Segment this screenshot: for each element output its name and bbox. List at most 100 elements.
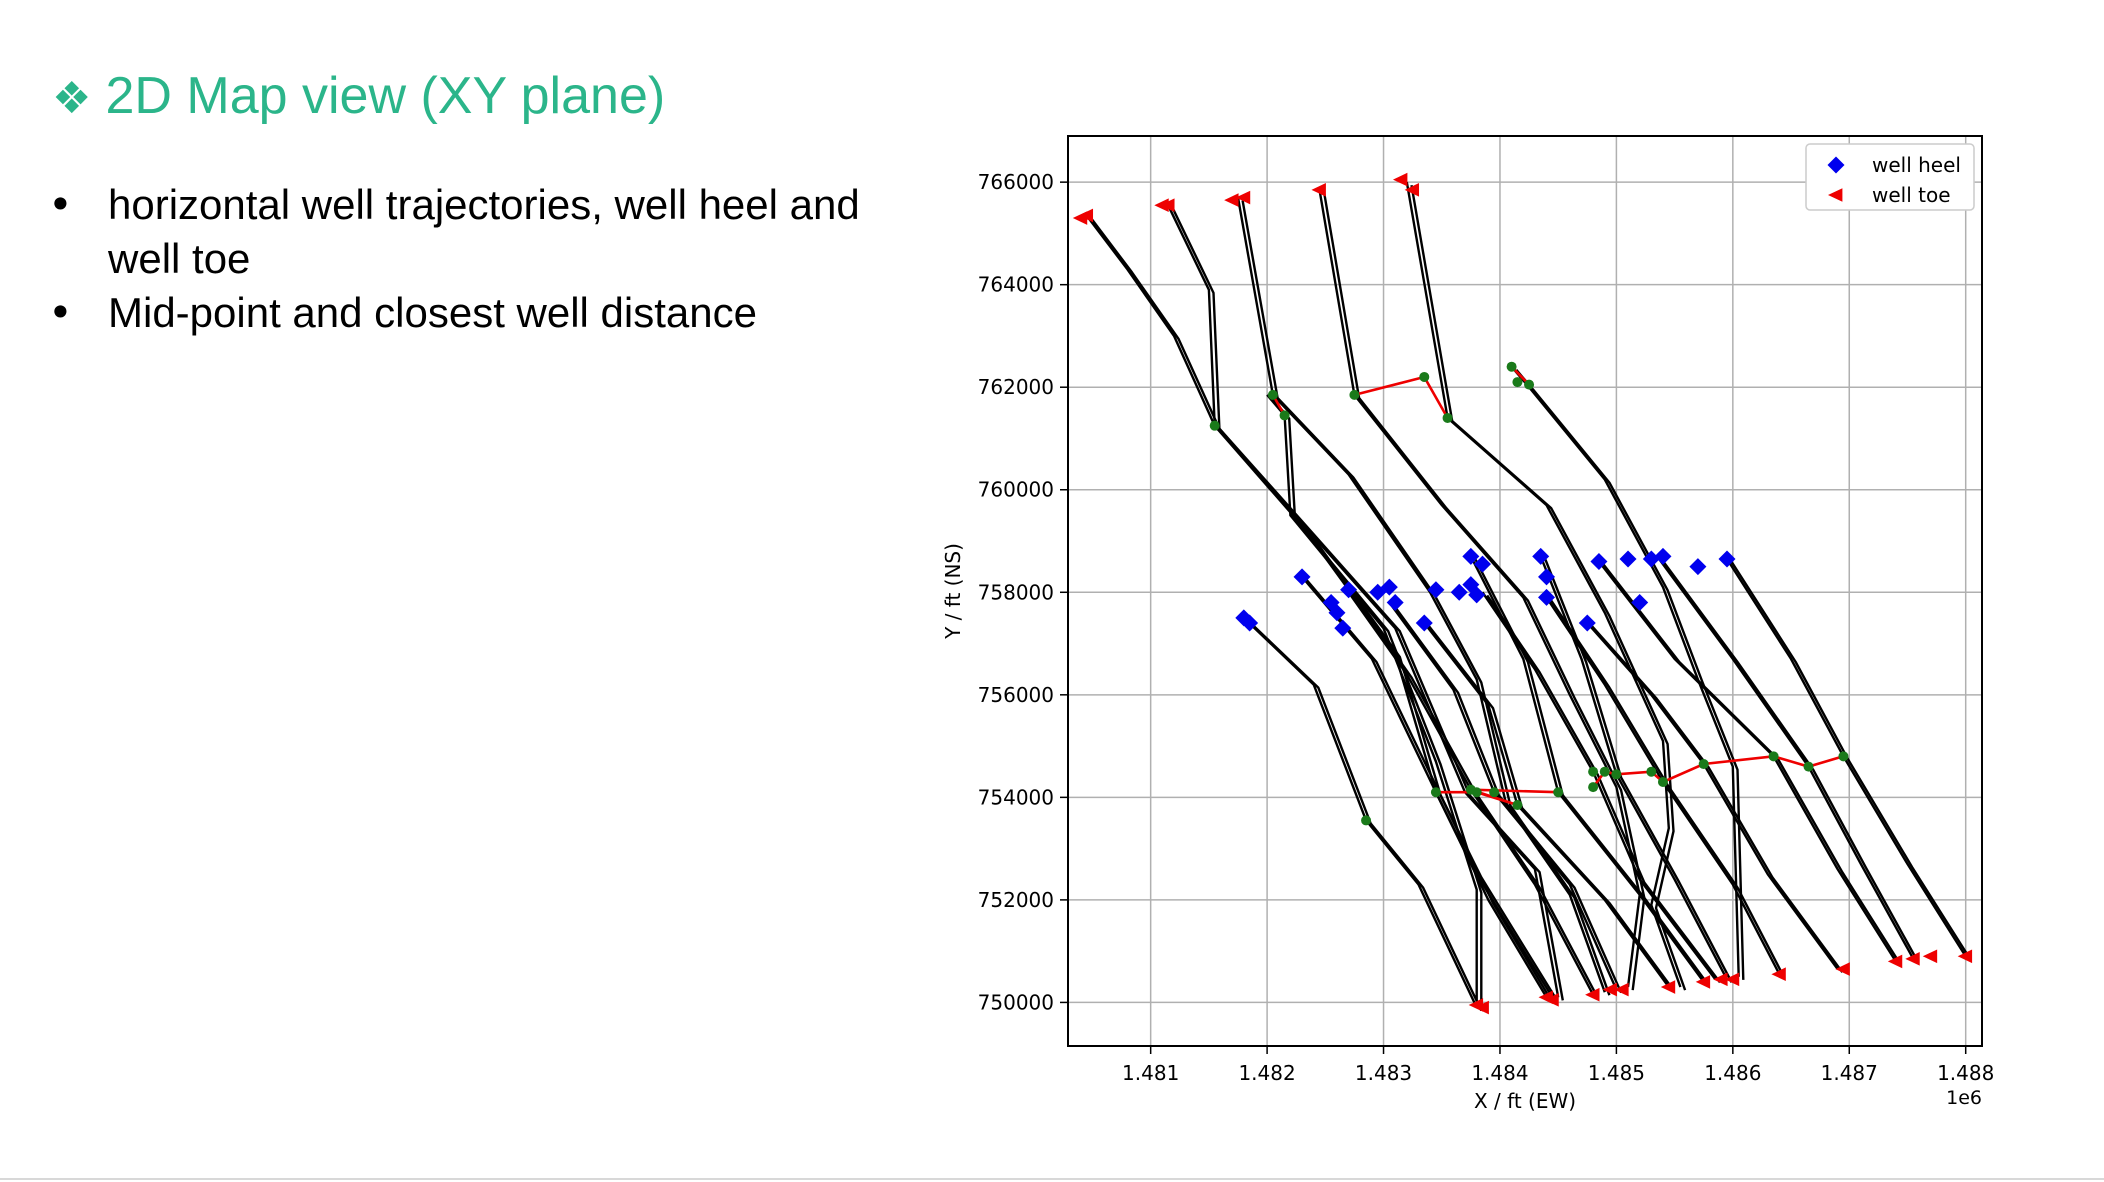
well-midpoint — [1657, 776, 1668, 787]
well-trajectory-lateral — [1090, 217, 1564, 1001]
well-heel-marker — [1462, 547, 1480, 565]
well-heel-marker — [1532, 547, 1550, 565]
well-trajectory-lateral — [1427, 625, 1675, 991]
well-heel-marker — [1386, 594, 1404, 612]
well-toe-marker — [1835, 962, 1850, 976]
well-midpoint — [1646, 766, 1657, 777]
well-toe-marker — [1695, 975, 1711, 989]
well-trajectory-lateral — [1410, 184, 1687, 991]
legend-toe-label: well toe — [1872, 183, 1951, 207]
well-heel-marker — [1590, 553, 1608, 571]
x-axis-label: X / ft (EW) — [1474, 1089, 1576, 1113]
well-trajectory-lateral — [1550, 599, 1786, 978]
legend: well heel well toe — [1805, 143, 1975, 211]
well-toe-marker — [1887, 954, 1903, 969]
well-midpoint — [1506, 361, 1517, 372]
well-midpoint — [1349, 389, 1360, 400]
well-heel-marker — [1334, 619, 1352, 637]
x-tick-label: 1.483 — [1355, 1061, 1412, 1085]
well-trajectory-lateral — [1270, 397, 1483, 1009]
legend-heel-marker — [1827, 156, 1845, 174]
well-midpoint — [1419, 371, 1430, 382]
well-toe-marker — [1224, 193, 1239, 207]
well-toe-marker — [1585, 987, 1600, 1002]
well-heel-marker — [1462, 576, 1480, 594]
well-heel-marker — [1474, 555, 1492, 573]
well-heel-marker — [1322, 594, 1340, 612]
well-trajectory — [1242, 617, 1478, 1009]
well-toe-marker — [1072, 211, 1088, 225]
well-toe-marker — [1905, 952, 1920, 966]
well-trajectory-lateral — [1486, 594, 1721, 984]
well-midpoint — [1588, 782, 1599, 793]
y-tick-label: 764000 — [978, 273, 1054, 297]
well-heel-marker — [1450, 583, 1468, 601]
well-trajectory-lateral — [1241, 200, 1611, 996]
bottom-divider — [0, 1178, 2104, 1180]
well-trajectory-lateral — [1305, 579, 1559, 1002]
well-toe-marker — [1713, 972, 1728, 987]
well-heel-marker — [1689, 558, 1707, 576]
slide-title-text: 2D Map view (XY plane) — [105, 67, 666, 125]
well-toe-marker — [1235, 190, 1251, 205]
well-trajectory — [1318, 189, 1641, 988]
well-heel-marker — [1328, 604, 1346, 622]
well-midpoint — [1267, 389, 1278, 400]
map-chart: 1.481 1.482 1.483 1.484 1.485 1.486 1.487 1.488… — [930, 110, 2010, 1130]
y-axis-label: Y / ft (NS) — [941, 543, 965, 640]
well-heel-marker — [1718, 550, 1736, 568]
heel-layer — [1235, 547, 1736, 637]
well-midpoint — [1512, 800, 1523, 811]
well-toe-marker — [1392, 172, 1408, 187]
legend-box — [1805, 143, 1975, 211]
well-toe-marker — [1160, 198, 1175, 213]
plot-frame — [1067, 135, 1983, 1047]
well-trajectory-lateral — [1247, 620, 1483, 1012]
well-toe-marker — [1544, 993, 1559, 1007]
x-tick-label: 1.481 — [1122, 1061, 1179, 1085]
midpoint-layer — [1209, 361, 1849, 826]
bullet-list: horizontal well trajectories, well heel … — [48, 178, 928, 340]
well-midpoint — [1599, 766, 1610, 777]
well-midpoint — [1768, 751, 1779, 762]
well-trajectory-lateral — [1393, 604, 1623, 994]
well-toe-marker — [1922, 949, 1938, 964]
well-toe-marker — [1474, 1000, 1489, 1015]
x-tick-label: 1.482 — [1238, 1061, 1295, 1085]
well-toe-marker — [1660, 980, 1676, 994]
well-heel-marker — [1538, 588, 1556, 606]
x-tick-label: 1.487 — [1821, 1061, 1878, 1085]
trajectory-layer — [1085, 181, 1972, 1012]
well-trajectory — [1266, 394, 1478, 1005]
well-heel-marker — [1538, 568, 1556, 586]
well-toe-marker — [1404, 183, 1420, 197]
x-tick-label: 1.488 — [1937, 1061, 1994, 1085]
y-tick-label: 762000 — [978, 375, 1054, 399]
well-midpoint — [1838, 751, 1849, 762]
well-midpoint — [1524, 379, 1535, 390]
x-tick-label: 1.484 — [1471, 1061, 1528, 1085]
y-tick-label: 752000 — [978, 888, 1054, 912]
well-heel-marker — [1241, 614, 1259, 632]
well-trajectory-lateral — [1602, 563, 1902, 966]
well-midpoint — [1209, 420, 1220, 431]
well-heel-marker — [1380, 578, 1398, 596]
bullet-item: Mid-point and closest well distance — [48, 286, 928, 340]
well-toe-marker — [1602, 982, 1617, 997]
well-toe-marker — [1614, 982, 1629, 997]
well-heel-marker — [1578, 614, 1596, 632]
well-heel-marker — [1642, 550, 1660, 568]
well-heel-marker — [1415, 614, 1433, 632]
well-heel-marker — [1654, 547, 1672, 565]
well-midpoint — [1279, 410, 1290, 421]
well-trajectory — [1405, 181, 1682, 988]
legend-heel-label: well heel — [1872, 153, 1961, 177]
well-heel-marker — [1619, 550, 1637, 568]
grid-layer — [1068, 136, 1982, 1046]
legend-toe-marker — [1828, 188, 1843, 202]
well-trajectory-lateral — [1660, 558, 1920, 963]
x-tick-label: 1.485 — [1588, 1061, 1645, 1085]
slide-title: ❖ 2D Map view (XY plane) — [52, 66, 665, 126]
well-heel-marker — [1427, 581, 1445, 599]
x-tick-label: 1.486 — [1704, 1061, 1761, 1085]
